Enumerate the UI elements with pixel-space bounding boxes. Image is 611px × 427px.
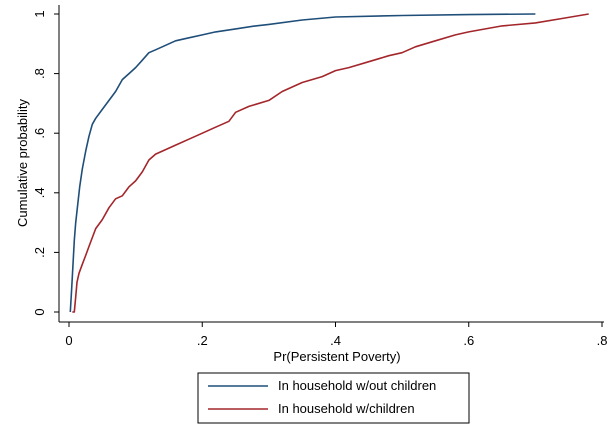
- legend-box: [197, 372, 470, 424]
- series-layer: [69, 13, 589, 313]
- x-ticks: 0 .2 .4 .6 .8: [65, 322, 607, 348]
- x-tick-label: .2: [197, 333, 208, 348]
- y-tick-label: 1: [32, 10, 47, 17]
- y-axis-title: Cumulative probability: [15, 99, 30, 227]
- series-line-with-children: [72, 13, 589, 313]
- axes: 0 .2 .4 .6 .8 1 0 .2 .4 .6 .8: [32, 5, 607, 348]
- legend: In household w/out children In household…: [197, 372, 470, 424]
- y-tick-label: .2: [32, 247, 47, 258]
- series-line-without-children: [69, 13, 536, 313]
- y-ticks: 0 .2 .4 .6 .8 1: [32, 10, 59, 316]
- y-tick-label: 0: [32, 308, 47, 315]
- x-tick-label: 0: [65, 333, 72, 348]
- x-tick-label: .8: [597, 333, 608, 348]
- y-tick-label: .6: [32, 128, 47, 139]
- x-tick-label: .6: [463, 333, 474, 348]
- legend-label-with-children: In household w/children: [278, 401, 415, 416]
- x-axis-title: Pr(Persistent Poverty): [273, 349, 400, 364]
- y-tick-label: .8: [32, 68, 47, 79]
- x-tick-label: .4: [330, 333, 341, 348]
- legend-label-without-children: In household w/out children: [278, 378, 436, 393]
- y-tick-label: .4: [32, 187, 47, 198]
